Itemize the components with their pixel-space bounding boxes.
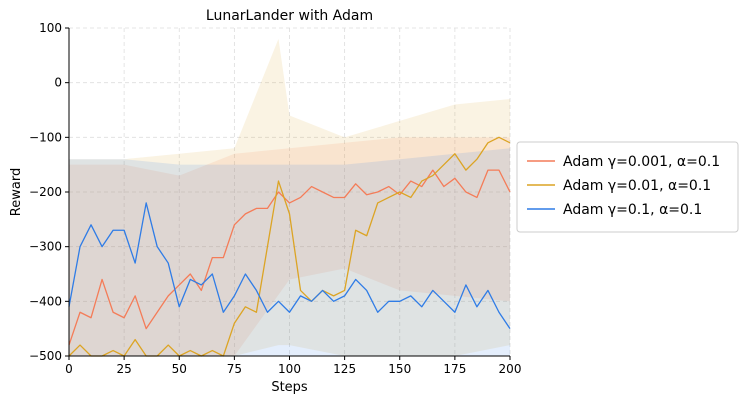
y-tick-label: −300 <box>29 240 62 254</box>
x-tick-label: 25 <box>116 362 131 376</box>
series-band-2 <box>69 38 510 356</box>
x-tick-label: 175 <box>443 362 466 376</box>
x-tick-label: 75 <box>227 362 242 376</box>
x-axis-label: Steps <box>271 380 308 395</box>
x-tick-label: 200 <box>499 362 522 376</box>
legend-label-3: Adam γ=0.1, α=0.1 <box>563 202 702 218</box>
x-tick-label: 100 <box>278 362 301 376</box>
legend-box <box>516 141 739 233</box>
y-tick-label: −200 <box>29 185 62 199</box>
legend-label-1: Adam γ=0.001, α=0.1 <box>563 154 720 170</box>
x-tick-label: 0 <box>65 362 73 376</box>
y-tick-label: 100 <box>39 21 62 35</box>
ticks: 0 25 50 75 100 125 150 175 200 100 0 −100 −200 −300 −4… <box>29 21 521 376</box>
series-line-3 <box>68 202 511 330</box>
x-tick-label: 150 <box>388 362 411 376</box>
x-tick-label: 50 <box>172 362 187 376</box>
series-line-2 <box>68 136 511 357</box>
y-tick-label: −500 <box>29 349 62 363</box>
legend-label-2: Adam γ=0.01, α=0.1 <box>563 178 711 194</box>
y-axis-label: Reward <box>9 168 24 216</box>
series-lines <box>68 136 511 357</box>
x-tick-label: 125 <box>333 362 356 376</box>
y-tick-label: −400 <box>29 294 62 308</box>
series-band-3 <box>69 148 510 356</box>
series-line-1 <box>68 169 511 346</box>
chart-title: LunarLander with Adam <box>206 8 373 24</box>
legend: Adam γ=0.001, α=0.1 Adam γ=0.01, α=0.1 Ada… <box>516 141 739 233</box>
y-tick-label: −100 <box>29 130 62 144</box>
y-tick-label: 0 <box>54 76 62 90</box>
